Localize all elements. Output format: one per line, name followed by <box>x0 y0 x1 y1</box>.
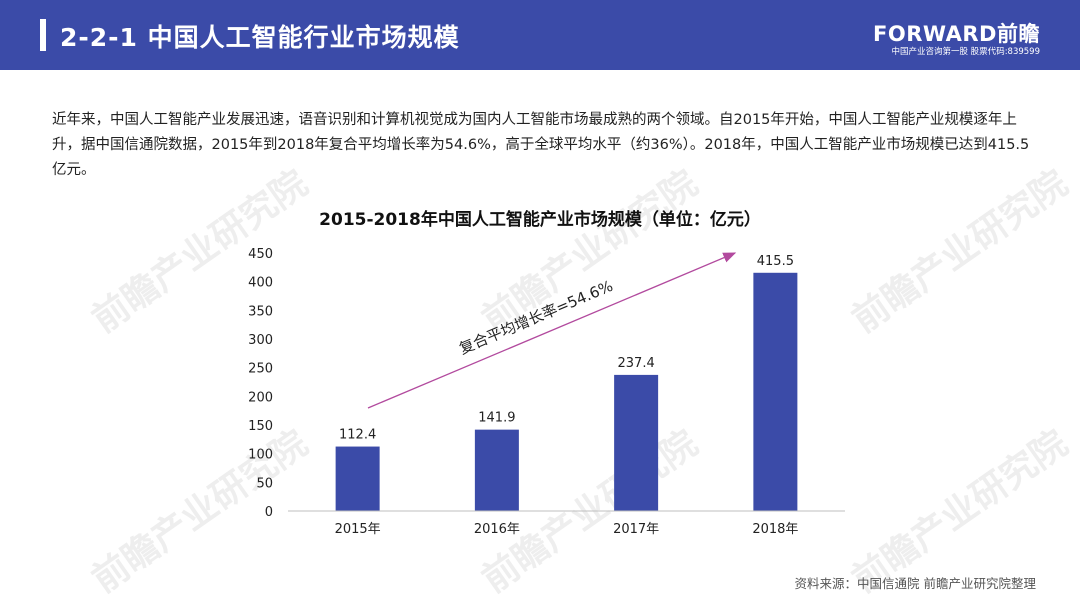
y-tick-label: 200 <box>248 390 273 405</box>
trend-arrow <box>367 252 737 409</box>
bar-value-label: 141.9 <box>478 411 515 426</box>
bar-2016年 <box>474 429 519 511</box>
x-category-label: 2015年 <box>335 522 381 537</box>
growth-rate-annotation: 复合平均增长率=54.6% <box>456 277 615 358</box>
bar-value-label: 415.5 <box>757 254 794 269</box>
title-accent-bar <box>40 19 46 51</box>
y-tick-label: 350 <box>248 304 273 319</box>
y-tick-label: 250 <box>248 362 273 377</box>
x-category-label: 2016年 <box>474 522 520 537</box>
y-tick-label: 50 <box>256 476 273 491</box>
y-tick-label: 150 <box>248 419 273 434</box>
intro-paragraph: 近年来，中国人工智能产业发展迅速，语音识别和计算机视觉成为国内人工智能市场最成熟… <box>52 112 1030 178</box>
y-tick-label: 400 <box>248 276 273 291</box>
y-tick-label: 100 <box>248 448 273 463</box>
y-tick-label: 450 <box>248 247 273 262</box>
x-category-label: 2018年 <box>752 522 798 537</box>
chart-title: 2015-2018年中国人工智能产业市场规模（单位：亿元） <box>319 210 761 230</box>
page-title: 2-2-1 中国人工智能行业市场规模 <box>60 23 460 52</box>
bar-2018年 <box>753 272 798 511</box>
y-tick-label: 300 <box>248 333 273 348</box>
bar-value-label: 237.4 <box>618 356 655 371</box>
x-category-label: 2017年 <box>613 522 659 537</box>
bar-value-label: 112.4 <box>339 428 376 443</box>
source-note: 资料来源：中国信通院 前瞻产业研究院整理 <box>794 576 1036 591</box>
bar-2017年 <box>614 374 659 511</box>
y-tick-label: 0 <box>265 505 273 520</box>
header-bar: 2-2-1 中国人工智能行业市场规模 FORWARD前瞻 中国产业咨询第一股 股… <box>0 0 1080 70</box>
brand-tagline: 中国产业咨询第一股 股票代码:839599 <box>891 47 1040 57</box>
brand-logo: FORWARD前瞻 <box>873 22 1040 46</box>
bar-2015年 <box>335 446 380 511</box>
